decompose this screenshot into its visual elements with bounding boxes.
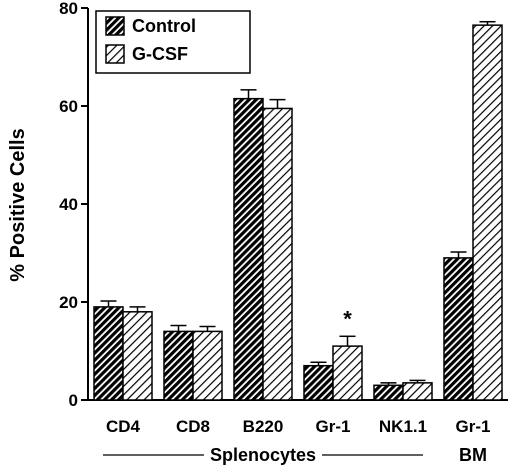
y-axis-label: % Positive Cells <box>7 128 29 281</box>
bar <box>402 382 433 401</box>
x-tick-label: NK1.1 <box>379 417 427 436</box>
bar <box>443 257 474 401</box>
x-tick-label: CD4 <box>106 417 141 436</box>
legend-swatch-gcsf <box>105 44 125 64</box>
annotations: * <box>343 306 352 331</box>
bar <box>373 384 404 401</box>
y-tick-label: 20 <box>59 293 78 312</box>
legend: Control G-CSF <box>95 10 251 74</box>
bar <box>163 330 194 401</box>
legend-label-control: Control <box>132 16 196 36</box>
legend-swatch-control <box>105 16 125 36</box>
bar <box>472 24 503 401</box>
group-labels: Splenocytes BM <box>103 445 487 465</box>
x-tick-label: B220 <box>243 417 284 436</box>
y-tick-label: 60 <box>59 97 78 116</box>
x-tick-label: Gr-1 <box>456 417 491 436</box>
bar <box>332 345 363 401</box>
legend-label-gcsf: G-CSF <box>132 44 188 64</box>
bars <box>93 20 503 401</box>
x-tick-label: Gr-1 <box>316 417 351 436</box>
y-tick-label: 0 <box>69 391 78 410</box>
bar <box>262 107 293 401</box>
category-labels: CD4 CD8 B220 Gr-1 NK1.1 Gr-1 <box>106 417 490 436</box>
bar <box>192 330 223 401</box>
bar <box>122 311 153 401</box>
group-label: Splenocytes <box>210 445 316 465</box>
bar <box>303 364 334 401</box>
bar <box>233 97 264 401</box>
y-tick-label: 80 <box>59 0 78 18</box>
y-tick-label: 40 <box>59 195 78 214</box>
group-label: BM <box>459 445 487 465</box>
bar <box>93 306 124 401</box>
x-tick-label: CD8 <box>176 417 210 436</box>
y-axis-ticks: 0 20 40 60 80 <box>59 0 88 410</box>
significance-marker: * <box>343 306 352 331</box>
